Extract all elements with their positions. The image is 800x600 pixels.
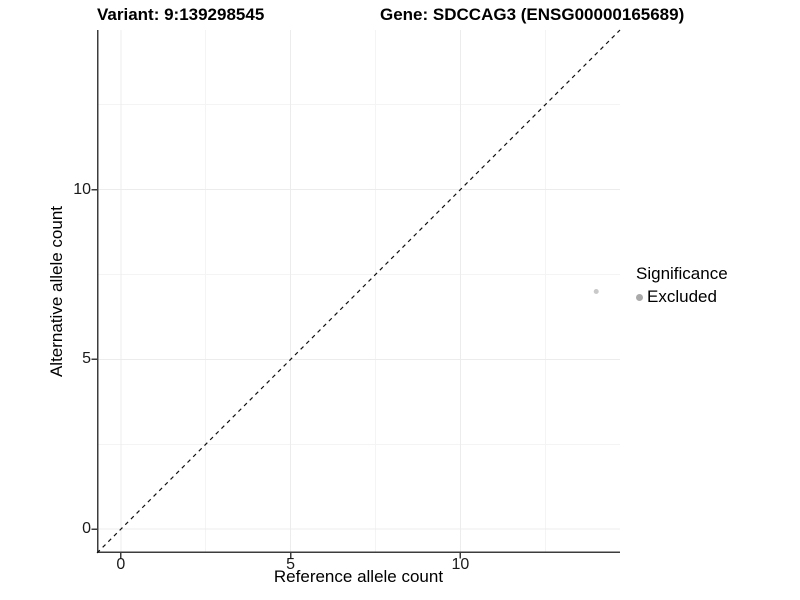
y-tick-label: 0 (82, 520, 91, 538)
plot-panel (91, 29, 621, 559)
chart-canvas (91, 29, 621, 559)
legend-title: Significance (636, 264, 728, 283)
x-tick-label: 0 (116, 556, 126, 573)
legend-item-excluded: Excluded (636, 287, 728, 307)
legend-item-label: Excluded (647, 287, 717, 306)
identity-line (96, 29, 621, 554)
y-axis-title: Alternative allele count (47, 205, 66, 378)
y-tick-label: 5 (82, 350, 91, 368)
variant-title: Variant: 9:139298545 (97, 5, 265, 24)
legend: Significance Excluded (636, 264, 728, 307)
y-tick-label: 10 (73, 180, 91, 198)
data-point (593, 289, 599, 294)
x-tick-label: 10 (451, 556, 470, 573)
x-axis-title: Reference allele count (273, 567, 444, 586)
legend-point-icon (636, 293, 643, 301)
x-tick-label: 5 (286, 556, 296, 573)
gene-title: Gene: SDCCAG3 (ENSG00000165689) (380, 5, 685, 24)
